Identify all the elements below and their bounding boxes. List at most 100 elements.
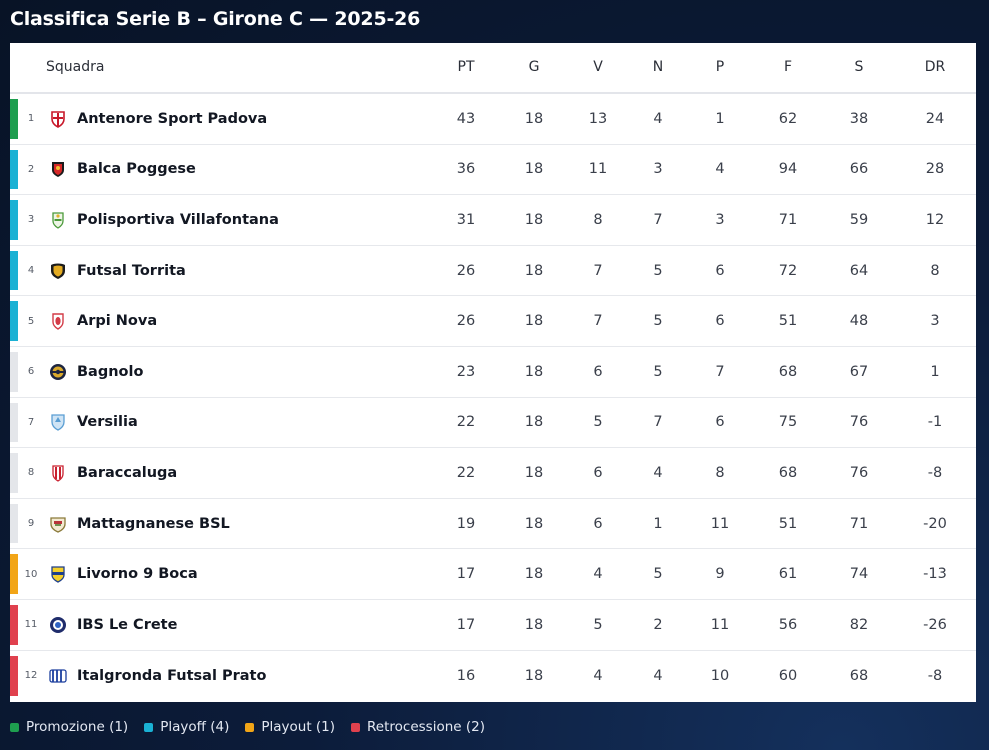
- zone-indicator-bar: [10, 554, 18, 594]
- legend-swatch: [245, 722, 255, 732]
- yellow-blue-crest-icon: [48, 564, 68, 584]
- cell-dr: 12: [925, 211, 945, 228]
- cell-n: 2: [653, 616, 663, 633]
- cell-f: 56: [778, 616, 798, 633]
- column-header-pt[interactable]: PT: [457, 59, 475, 75]
- table-row[interactable]: 6 Bagnolo 23 18 6 5 7 68 67 1: [10, 347, 976, 398]
- cell-p: 11: [710, 515, 730, 532]
- cell-n: 4: [653, 667, 663, 684]
- cell-f: 61: [778, 566, 798, 583]
- cell-g: 18: [524, 414, 544, 431]
- column-header-s[interactable]: S: [854, 59, 864, 75]
- cell-dr: 8: [930, 262, 940, 279]
- table-row[interactable]: 12 Italgronda Futsal Prato 16 18 4 4 10 60 68 -8: [10, 651, 976, 702]
- table-header: Squadra PT G V N P F S DR: [10, 43, 976, 94]
- cell-g: 18: [524, 566, 544, 583]
- standings-table: Squadra PT G V N P F S DR 1 Antenore Spor…: [10, 43, 976, 702]
- cell-n: 4: [653, 110, 663, 127]
- blue-white-striped-crest-icon: [48, 666, 68, 686]
- green-crest-icon: [48, 210, 68, 230]
- team-name[interactable]: Futsal Torrita: [77, 262, 186, 279]
- team-name[interactable]: Balca Poggese: [77, 161, 196, 178]
- cell-g: 18: [524, 161, 544, 178]
- table-row[interactable]: 8 Baraccaluga 22 18 6 4 8 68 76 -8: [10, 448, 976, 499]
- position-number: 7: [27, 416, 35, 428]
- gold-black-crest-icon: [48, 261, 68, 281]
- table-row[interactable]: 5 Arpi Nova 26 18 7 5 6 51 48 3: [10, 296, 976, 347]
- legend-item-playoff: Playoff (4): [144, 719, 229, 735]
- cell-p: 7: [715, 363, 725, 380]
- column-header-g[interactable]: G: [528, 59, 540, 75]
- table-row[interactable]: 11 IBS Le Crete 17 18 5 2 11 56 82 -26: [10, 600, 976, 651]
- cell-s: 82: [849, 616, 869, 633]
- cell-pt: 17: [456, 566, 476, 583]
- red-cross-shield-icon: [48, 109, 68, 129]
- team-name[interactable]: Italgronda Futsal Prato: [77, 667, 267, 684]
- cell-s: 76: [849, 414, 869, 431]
- team-name[interactable]: IBS Le Crete: [77, 616, 178, 633]
- cell-f: 62: [778, 110, 798, 127]
- table-row[interactable]: 9 Mattagnanese BSL 19 18 6 1 11 51 71 -20: [10, 499, 976, 550]
- cell-v: 13: [588, 110, 608, 127]
- column-header-dr[interactable]: DR: [924, 59, 946, 75]
- team-name[interactable]: Antenore Sport Padova: [77, 110, 268, 127]
- column-header-p[interactable]: P: [715, 59, 725, 75]
- team-name[interactable]: Bagnolo: [77, 363, 144, 380]
- team-name[interactable]: Livorno 9 Boca: [77, 566, 198, 583]
- cell-dr: -8: [927, 464, 943, 481]
- legend-label: Promozione (1): [26, 719, 129, 735]
- column-header-team[interactable]: Squadra: [46, 59, 105, 75]
- table-body: 1 Antenore Sport Padova 43 18 13 4 1 62 38 24 2 Bal…: [10, 94, 976, 701]
- cell-f: 72: [778, 262, 798, 279]
- team-name[interactable]: Mattagnanese BSL: [77, 515, 230, 532]
- team-name[interactable]: Versilia: [77, 414, 138, 431]
- legend-swatch: [351, 722, 361, 732]
- cell-s: 64: [849, 262, 869, 279]
- table-row[interactable]: 1 Antenore Sport Padova 43 18 13 4 1 62 38 24: [10, 94, 976, 145]
- legend-label: Playoff (4): [160, 719, 230, 735]
- team-name[interactable]: Baraccaluga: [77, 464, 178, 481]
- legend-item-playout: Playout (1): [245, 719, 335, 735]
- cell-g: 18: [524, 262, 544, 279]
- position-number: 11: [24, 619, 38, 631]
- cell-v: 5: [593, 414, 603, 431]
- red-white-crest-icon: [48, 311, 68, 331]
- position-number: 4: [27, 265, 35, 277]
- light-blue-crest-icon: [48, 412, 68, 432]
- cell-g: 18: [524, 313, 544, 330]
- cell-v: 4: [593, 667, 603, 684]
- zone-indicator-bar: [10, 402, 18, 443]
- cell-pt: 31: [456, 211, 476, 228]
- position-number: 9: [27, 518, 35, 530]
- column-header-n[interactable]: N: [652, 59, 664, 75]
- legend-label: Playout (1): [261, 719, 336, 735]
- cell-v: 4: [593, 566, 603, 583]
- column-header-f[interactable]: F: [783, 59, 793, 75]
- cell-n: 5: [653, 262, 663, 279]
- table-row[interactable]: 10 Livorno 9 Boca 17 18 4 5 9 61 74 -13: [10, 549, 976, 600]
- team-name[interactable]: Arpi Nova: [77, 313, 158, 330]
- cell-s: 71: [849, 515, 869, 532]
- position-number: 1: [27, 113, 35, 125]
- cell-pt: 19: [456, 515, 476, 532]
- cell-v: 6: [593, 363, 603, 380]
- column-header-v[interactable]: V: [593, 59, 603, 75]
- legend-item-retrocessione: Retrocessione (2): [351, 719, 485, 735]
- legend-item-promozione: Promozione (1): [10, 719, 128, 735]
- table-row[interactable]: 4 Futsal Torrita 26 18 7 5 6 72 64 8: [10, 246, 976, 297]
- team-name[interactable]: Polisportiva Villafontana: [77, 211, 279, 228]
- cell-p: 3: [715, 211, 725, 228]
- cell-f: 68: [778, 464, 798, 481]
- cell-dr: 1: [930, 363, 940, 380]
- table-row[interactable]: 7 Versilia 22 18 5 7 6 75 76 -1: [10, 398, 976, 449]
- cell-p: 1: [715, 110, 725, 127]
- cell-g: 18: [524, 515, 544, 532]
- table-row[interactable]: 3 Polisportiva Villafontana 31 18 8 7 3 71 59 12: [10, 195, 976, 246]
- cell-f: 60: [778, 667, 798, 684]
- cell-pt: 26: [456, 262, 476, 279]
- cell-s: 48: [849, 313, 869, 330]
- cell-v: 7: [593, 262, 603, 279]
- table-row[interactable]: 2 Balca Poggese 36 18 11 3 4 94 66 28: [10, 145, 976, 196]
- gold-navy-crest-icon: [48, 362, 68, 382]
- cell-f: 51: [778, 313, 798, 330]
